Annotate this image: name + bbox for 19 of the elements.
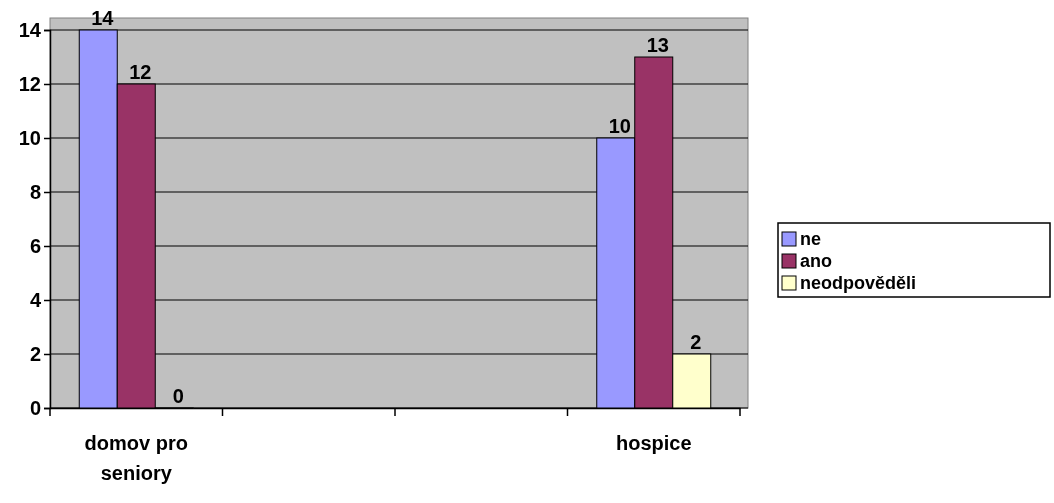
legend-label: neodpověděli — [800, 273, 917, 293]
data-label: 10 — [608, 115, 631, 137]
y-tick-label: 14 — [18, 18, 42, 41]
data-label: 14 — [91, 7, 115, 29]
data-label: 13 — [646, 34, 669, 56]
x-tick-label: domov pro seniory — [84, 432, 188, 484]
data-label: 12 — [129, 61, 152, 83]
y-tick-label: 6 — [29, 234, 41, 257]
y-tick-label: 4 — [29, 288, 42, 311]
y-tick-label: 2 — [29, 342, 41, 365]
y-tick-label: 8 — [29, 180, 41, 203]
y-tick-label: 10 — [18, 126, 41, 149]
data-label: 0 — [172, 385, 184, 407]
legend-label: ne — [800, 229, 822, 249]
data-label: 2 — [690, 331, 702, 353]
legend-label: ano — [800, 251, 833, 271]
x-tick-label: hospice — [615, 432, 692, 454]
y-tick-label: 12 — [18, 72, 41, 95]
y-tick-label: 0 — [29, 396, 41, 419]
